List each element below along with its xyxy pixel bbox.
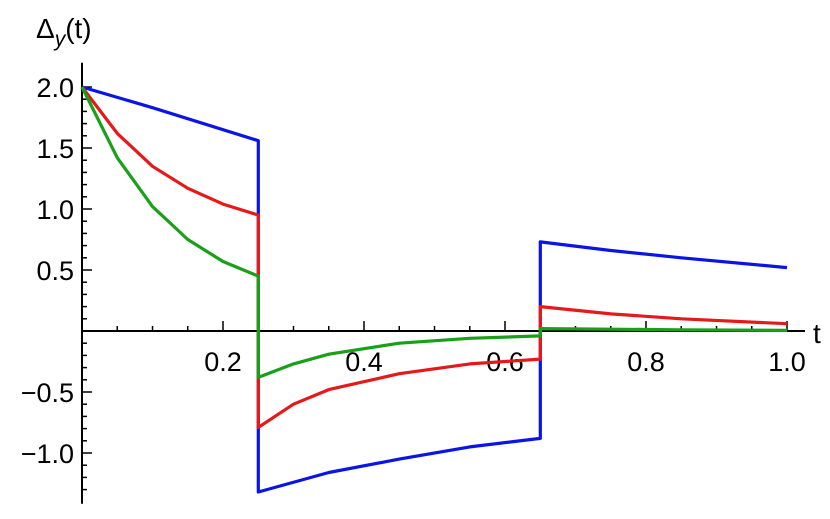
y-axis-label-tail: (t) xyxy=(65,13,91,44)
axes xyxy=(81,62,805,504)
y-axis-label-base: Δ xyxy=(36,13,55,44)
y-tick-label: 1.0 xyxy=(36,195,74,225)
tick-labels: 0.2 0.4 0.6 0.8 1.0−1.0−0.50.51.01.52.0 xyxy=(21,73,806,469)
series-line xyxy=(81,85,788,494)
tick-marks xyxy=(82,86,788,491)
y-axis-label-subscript: y xyxy=(53,28,67,51)
y-tick-label: −1.0 xyxy=(21,439,74,469)
y-tick-label: 1.5 xyxy=(36,134,74,164)
x-tick-label: 0.8 xyxy=(627,347,665,377)
x-tick-label: 1.0 xyxy=(768,347,806,377)
series-line xyxy=(80,86,788,429)
y-tick-label: 0.5 xyxy=(36,256,74,286)
y-axis-label: Δy(t) xyxy=(36,13,92,51)
series-line xyxy=(80,86,788,379)
y-tick-label: −0.5 xyxy=(21,378,74,408)
x-axis-label: t xyxy=(813,318,821,349)
series-group xyxy=(80,85,788,494)
x-tick-label: 0.2 xyxy=(204,347,242,377)
y-tick-label: 2.0 xyxy=(36,73,74,103)
